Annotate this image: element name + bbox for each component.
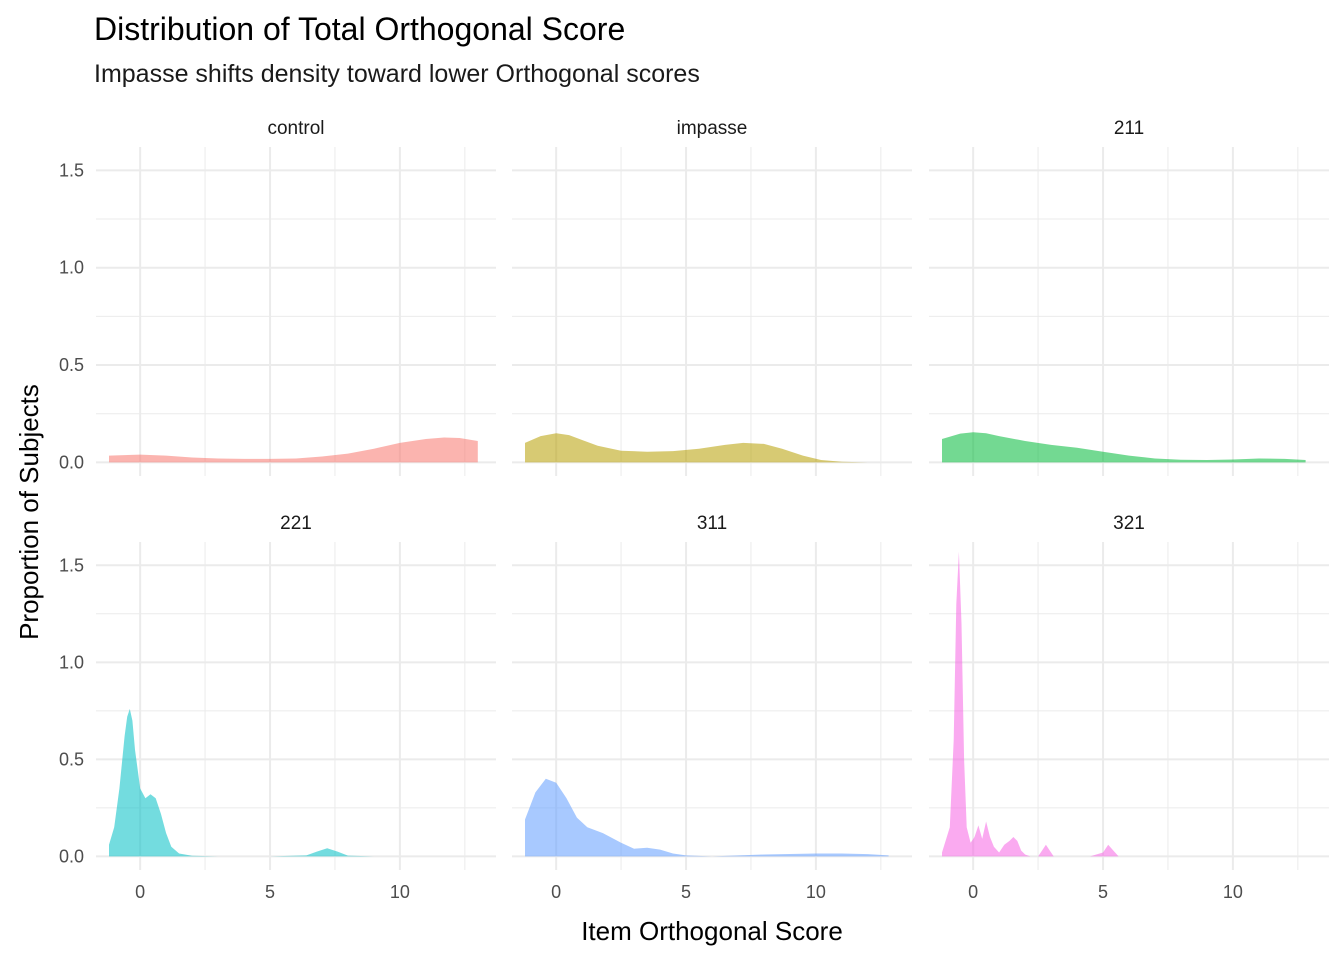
y-tick-label: 0.0 [59,452,84,472]
panel-211: 211 [929,118,1329,476]
density-area-221 [109,708,473,857]
facet-label-impasse: impasse [677,118,748,139]
x-axis-title: Item Orthogonal Score [581,916,843,946]
x-tick-label: 5 [265,882,275,902]
x-tick-label: 0 [968,882,978,902]
facet-panels: control 0.0 0.5 1.0 1.5 impasse 211 221 0.0 0.5 1.… [59,118,1329,902]
density-area-control [109,437,478,463]
facet-label-321: 321 [1113,513,1145,534]
panel-311: 311 0 5 10 [512,513,912,902]
y-tick-label: 0.0 [59,846,84,866]
x-tick-label: 5 [681,882,691,902]
panel-221: 221 0.0 0.5 1.0 1.5 0 5 10 [59,513,496,902]
x-tick-label: 10 [1223,882,1243,902]
chart-title: Distribution of Total Orthogonal Score [94,11,625,47]
x-tick-label: 5 [1098,882,1108,902]
x-tick-label: 0 [551,882,561,902]
chart-subtitle: Impasse shifts density toward lower Orth… [94,60,700,88]
x-tick-label: 0 [135,882,145,902]
y-tick-label: 1.5 [59,160,84,180]
facet-label-221: 221 [280,513,312,534]
y-tick-label: 1.0 [59,652,84,672]
y-tick-label: 1.0 [59,258,84,278]
x-tick-label: 10 [390,882,410,902]
facet-label-control: control [267,118,324,139]
y-tick-label: 1.5 [59,555,84,575]
density-area-321 [942,551,1306,857]
density-area-impasse [525,433,868,463]
y-tick-label: 0.5 [59,355,84,375]
y-axis-title: Proportion of Subjects [14,384,44,640]
x-tick-label: 10 [806,882,826,902]
facet-label-211: 211 [1114,118,1144,139]
panel-control: control 0.0 0.5 1.0 1.5 [59,118,496,476]
panel-impasse: impasse [512,118,912,476]
density-area-311 [525,778,889,857]
panel-321: 321 0 5 10 [929,513,1329,902]
density-area-211 [942,432,1306,463]
facet-label-311: 311 [697,513,727,534]
y-tick-label: 0.5 [59,749,84,769]
